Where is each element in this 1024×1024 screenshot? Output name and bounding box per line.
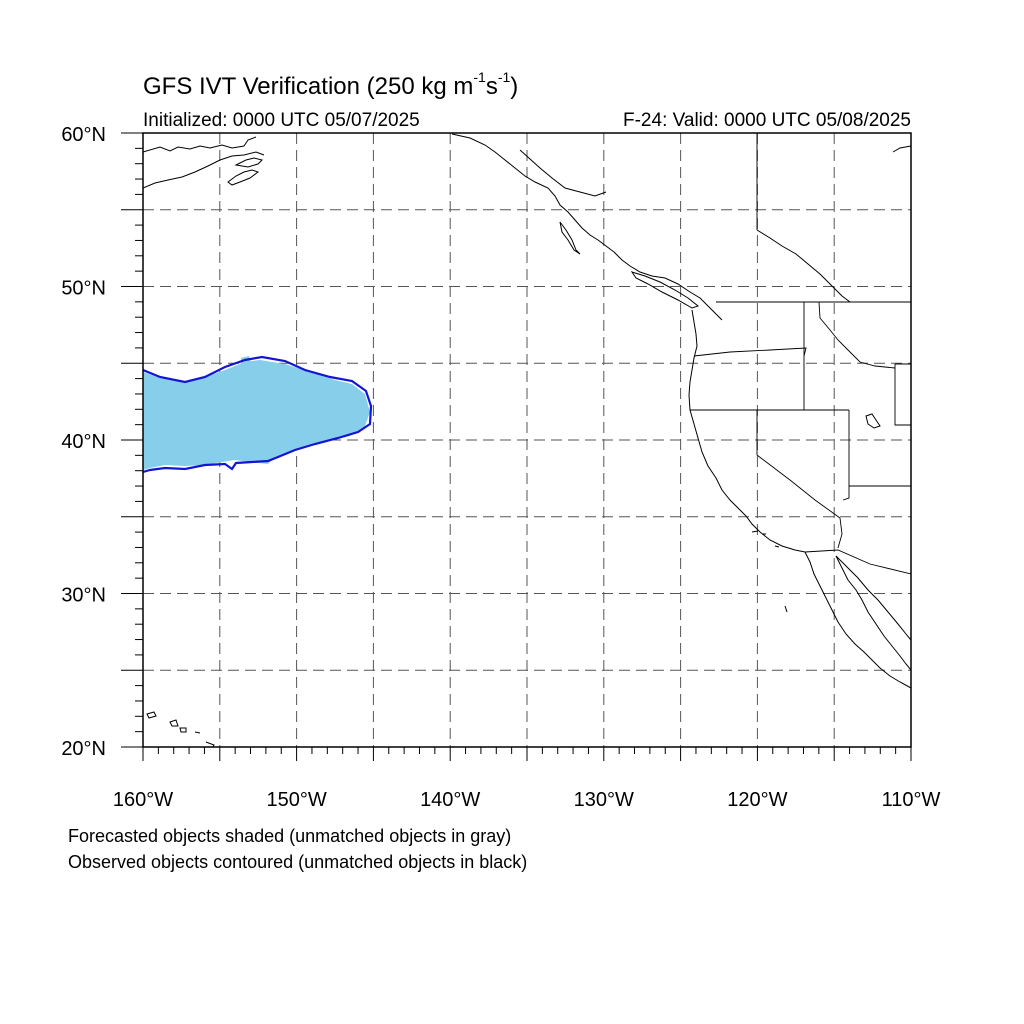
initialized-time: Initialized: 0000 UTC 05/07/2025 — [143, 110, 420, 131]
political-borders — [690, 133, 911, 575]
lon-tick-label: 120°W — [727, 789, 787, 811]
footnote-forecast: Forecasted objects shaded (unmatched obj… — [68, 826, 512, 846]
bc-mainland-coast — [613, 251, 723, 321]
wyoming-border — [894, 363, 911, 426]
haida-gwaii-coast — [559, 221, 581, 255]
figure-title: GFS IVT Verification (250 kg m-1s-1) — [143, 69, 519, 100]
alaska-islands-coast — [234, 157, 263, 168]
lat-tick-label: 50°N — [61, 278, 106, 300]
lat-tick-label: 60°N — [61, 124, 106, 146]
gulf-of-california-coast — [835, 555, 911, 671]
canadian-lakes — [756, 229, 851, 303]
us-west-coast — [688, 309, 806, 553]
lon-tick-label: 140°W — [420, 789, 480, 811]
northern-canada-coast — [892, 145, 911, 153]
axis-tick-labels: 60°N 50°N 40°N 30°N 20°N 160°W 150°W 140°W 130°W… — [61, 124, 940, 811]
arizona-california-border — [837, 517, 843, 549]
mexico-mainland-coast — [835, 555, 911, 641]
vancouver-island-coast — [630, 271, 700, 309]
southeast-alaska-coast — [451, 133, 615, 253]
california-nevada-border — [756, 410, 841, 519]
us-mexico-border — [804, 549, 911, 575]
alaska-panhandle-border — [519, 149, 607, 197]
lon-tick-label: 150°W — [266, 789, 326, 811]
channel-islands — [751, 530, 780, 548]
alaska-peninsula-coast — [143, 136, 265, 189]
forecast-object-shaded — [143, 360, 370, 470]
lat-tick-label: 40°N — [61, 431, 106, 453]
lat-tick-label: 20°N — [61, 738, 106, 760]
hawaii-islands — [146, 711, 215, 747]
graticule — [143, 133, 911, 747]
lon-tick-label: 110°W — [882, 789, 941, 811]
lon-tick-label: 160°W — [113, 789, 173, 811]
axis-ticks — [121, 132, 912, 761]
valid-time: F-24: Valid: 0000 UTC 05/08/2025 — [623, 110, 911, 131]
lon-tick-label: 130°W — [574, 789, 634, 811]
observed-object-contour — [143, 355, 373, 474]
idaho-montana-border — [818, 301, 896, 369]
nevada-utah-border — [842, 410, 850, 501]
baja-california-coast — [804, 551, 911, 689]
guadalupe-island — [784, 605, 788, 613]
washington-oregon-border — [693, 347, 807, 357]
great-salt-lake — [865, 413, 881, 429]
footnote-observed: Observed objects contoured (unmatched ob… — [68, 852, 528, 872]
kodiak-island-coast — [227, 169, 260, 186]
lat-tick-label: 30°N — [61, 585, 106, 607]
